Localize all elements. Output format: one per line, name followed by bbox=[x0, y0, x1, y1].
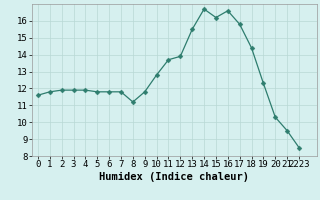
X-axis label: Humidex (Indice chaleur): Humidex (Indice chaleur) bbox=[100, 172, 249, 182]
